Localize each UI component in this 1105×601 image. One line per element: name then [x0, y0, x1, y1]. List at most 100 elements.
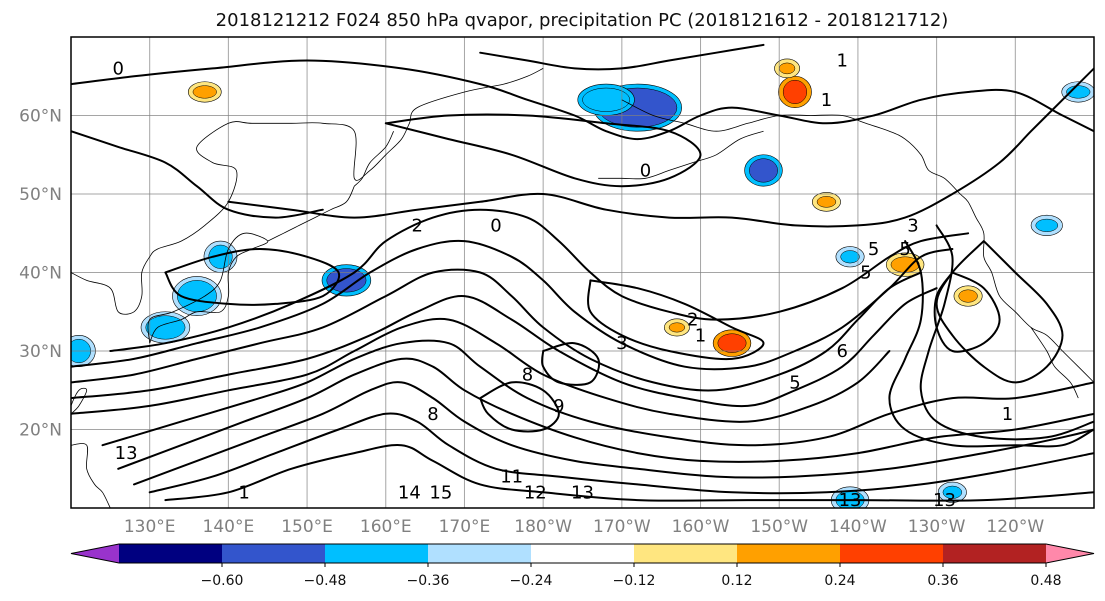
longitude-tick-label: 150°E — [281, 517, 333, 537]
coastline-kuril — [267, 186, 355, 242]
latitude-tick-label: 50°N — [19, 185, 62, 205]
longitude-tick-label: 170°E — [439, 517, 491, 537]
latitude-tick-labels: 60°N 50°N 40°N 30°N 20°N — [19, 107, 62, 441]
contour-label: 1 — [836, 51, 847, 72]
contour-line-11 — [133, 381, 1094, 486]
precip-blob — [326, 268, 367, 293]
contour-label: 2 — [412, 215, 423, 236]
precip-blob — [717, 333, 747, 353]
colorbar-tick-label: 0.48 — [1030, 573, 1061, 589]
contour-label: 5 — [789, 372, 800, 393]
colorbar-segment — [531, 544, 635, 563]
contour-line-1 — [935, 240, 1064, 384]
latitude-tick-label: 60°N — [19, 107, 62, 127]
contour-line-12 — [148, 412, 1094, 495]
contour-label: 9 — [553, 396, 564, 417]
contour-line-6 — [71, 317, 891, 423]
contour-label: 8 — [427, 404, 438, 425]
contour-line-4 — [71, 268, 922, 392]
contour-label: 13 — [571, 482, 594, 503]
colorbar-segment — [943, 544, 1047, 563]
colorbar-segment — [428, 544, 532, 563]
precipitation-pc-shading — [71, 58, 1094, 508]
contour-line-9 — [541, 342, 601, 386]
contour-line-1 — [164, 248, 341, 306]
precip-blob — [816, 196, 837, 208]
coastline-alaska — [621, 99, 1094, 383]
colorbar-tick-label: −0.48 — [304, 573, 347, 589]
colorbar-tick-label: 0.12 — [721, 573, 752, 589]
contour-label: 12 — [524, 482, 547, 503]
latitude-tick-label: 30°N — [19, 342, 62, 362]
qvapor-contours — [71, 43, 1094, 502]
contour-label: 2 — [687, 310, 698, 331]
longitude-tick-label: 170°W — [593, 517, 651, 537]
longitude-tick-label: 130°W — [908, 517, 966, 537]
precip-blob — [1035, 218, 1059, 232]
coastline-taiwan — [71, 387, 88, 415]
contour-label: 1 — [1002, 404, 1013, 425]
contour-label: 5 — [868, 239, 879, 260]
longitude-tick-label: 150°W — [750, 517, 808, 537]
contour-label: 3 — [907, 215, 918, 236]
precip-blob — [192, 85, 217, 99]
colorbar-tick-label: −0.12 — [613, 573, 656, 589]
longitude-tick-labels: 130°E 140°E 150°E 160°E 170°E 180°W 170°W 160°W… — [124, 517, 1045, 537]
precip-blob — [942, 485, 963, 499]
colorbar-segment — [737, 544, 841, 563]
contour-line-8 — [101, 339, 1094, 447]
contour-label: 14 — [398, 482, 421, 503]
contour-line-2 — [71, 130, 324, 219]
longitude-tick-label: 140°E — [203, 517, 255, 537]
contour-line-2 — [109, 208, 970, 352]
contour-label: 13 — [933, 490, 956, 511]
contour-label: 15 — [429, 482, 452, 503]
contour-line-1 — [587, 279, 765, 361]
colorbar-outline — [70, 543, 1095, 564]
contour-label: 5 — [860, 263, 871, 284]
coastline-korea-china — [71, 68, 544, 315]
latitude-tick-label: 40°N — [19, 264, 62, 284]
contour-line-0 — [384, 113, 702, 188]
contour-line-6 — [919, 224, 1094, 441]
longitude-tick-label: 160°E — [360, 517, 412, 537]
map-frame — [70, 36, 1095, 509]
longitude-tick-label: 130°E — [124, 517, 176, 537]
contour-label: 13 — [839, 490, 862, 511]
colorbar-tick-label: −0.24 — [510, 573, 553, 589]
longitude-tick-label: 160°W — [672, 517, 730, 537]
colorbar-segment — [634, 544, 738, 563]
contour-label: 13 — [115, 443, 138, 464]
colorbar: −0.60 −0.48 −0.36 −0.24 −0.12 0.12 0.24 0.36 0.4… — [70, 543, 1095, 589]
precip-blob — [145, 315, 186, 340]
contour-label: 0 — [640, 160, 651, 181]
contour-line-5 — [888, 240, 1094, 448]
colorbar-tick-label: 0.24 — [824, 573, 855, 589]
contour-line-8 — [479, 381, 560, 433]
colorbar-tick-label: −0.36 — [407, 573, 450, 589]
colorbar-segment — [325, 544, 429, 563]
contour-line-13 — [164, 444, 1094, 502]
longitude-tick-label: 180°W — [514, 517, 572, 537]
contour-line-3 — [933, 271, 1001, 353]
contour-line-0 — [71, 59, 1094, 141]
coastline-kamchatka-coast — [354, 131, 394, 187]
colorbar-segment — [119, 544, 223, 563]
contour-label: 0 — [490, 215, 501, 236]
contour-label: 11 — [500, 467, 523, 488]
contour-line-0 — [479, 43, 765, 71]
contour-label: 8 — [522, 365, 533, 386]
contour-line-1 — [227, 67, 1094, 228]
contour-label: 6 — [836, 341, 847, 362]
colorbar-extend-low — [71, 544, 119, 563]
precip-blob — [778, 62, 796, 75]
colorbar-segment — [222, 544, 326, 563]
contour-label: 5 — [899, 239, 910, 260]
precip-blob — [840, 250, 860, 264]
precip-blob — [582, 87, 630, 112]
latitude-tick-label: 20°N — [19, 421, 62, 441]
colorbar-segment — [840, 544, 944, 563]
coastline-philippines — [71, 443, 111, 508]
